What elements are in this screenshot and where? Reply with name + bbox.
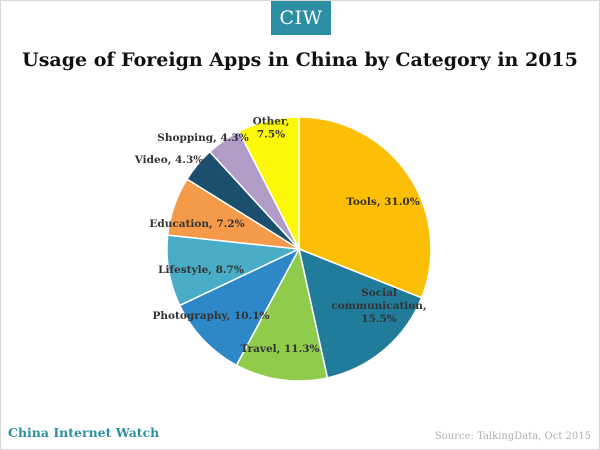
- pie-slices: [166, 116, 432, 382]
- slice-label-social-communication: Social communication, 15.5%: [331, 287, 426, 325]
- slice-label-shopping: Shopping, 4.3%: [157, 132, 248, 144]
- slice-label-photography: Photography, 10.1%: [153, 310, 270, 322]
- pie-slice-social-communication: [297, 247, 423, 379]
- slice-label-video: Video, 4.3%: [134, 154, 204, 166]
- slice-label-lifestyle: Lifestyle, 8.7%: [158, 264, 244, 276]
- ciw-logo-badge: CIW: [271, 1, 331, 35]
- brand-footer: China Internet Watch: [8, 425, 160, 440]
- chart-title: Usage of Foreign Apps in China by Catego…: [22, 49, 578, 71]
- slice-label-education: Education, 7.2%: [149, 218, 244, 230]
- pie-slice-tools: [298, 116, 432, 299]
- slice-labels: Tools, 31.0% Social communication, 15.5% Tra…: [134, 116, 427, 356]
- pie-slice-other: [238, 116, 300, 250]
- slice-label-other: Other, 7.5%: [253, 116, 290, 141]
- pie-slice-photography: [178, 247, 301, 367]
- pie-slice-travel: [235, 246, 329, 382]
- slice-label-travel: Travel, 11.3%: [240, 343, 319, 355]
- source-note: Source: TalkingData, Oct 2015: [434, 431, 591, 442]
- slice-label-tools: Tools, 31.0%: [346, 196, 419, 208]
